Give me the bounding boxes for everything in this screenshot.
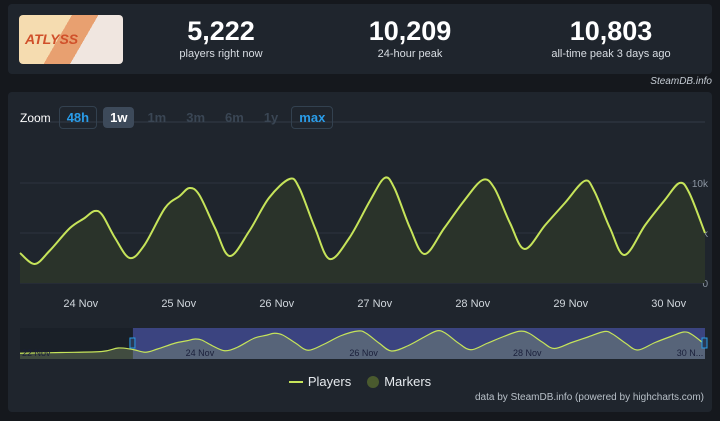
navigator-handle[interactable] [701, 337, 708, 349]
navigator-tick-label: 22 Nov [22, 348, 51, 358]
stat-value: 10,209 [368, 16, 452, 46]
navigator-tick-label: 28 Nov [513, 348, 542, 358]
circle-icon [367, 375, 380, 388]
x-tick-label: 30 Nov [651, 298, 686, 310]
stat-value: 10,803 [569, 16, 653, 46]
legend-label: Players [307, 374, 352, 389]
x-tick-label: 25 Nov [161, 298, 196, 310]
navigator-handle[interactable] [129, 337, 136, 349]
zoom-1y-button[interactable]: 1y [263, 110, 279, 125]
y-tick-label: 0 [702, 279, 708, 290]
source-link[interactable]: SteamDB.info [650, 76, 712, 87]
legend: Players Markers [8, 374, 712, 389]
x-tick-label: 29 Nov [553, 298, 588, 310]
x-tick-label: 27 Nov [357, 298, 392, 310]
credit-text[interactable]: data by SteamDB.info (powered by highcha… [475, 392, 704, 403]
x-tick-label: 24 Nov [63, 298, 98, 310]
navigator-selection [132, 328, 705, 359]
navigator-tick-label: 24 Nov [186, 348, 215, 358]
game-logo[interactable]: ATLYSS [19, 15, 123, 64]
navigator-area [20, 330, 705, 359]
stat-value: 5,222 [187, 16, 255, 46]
zoom-max-button[interactable]: max [291, 106, 334, 129]
x-tick-label: 28 Nov [455, 298, 490, 310]
zoom-controls: Zoom 48h 1w 1m 3m 6m 1y max [20, 106, 334, 129]
stat-current: 5,222 players right now [131, 16, 311, 60]
players-area [20, 177, 705, 283]
zoom-48h-button[interactable]: 48h [58, 106, 98, 129]
zoom-3m-button[interactable]: 3m [186, 110, 206, 125]
stat-alltime-peak: 10,803 all-time peak 3 days ago [521, 16, 701, 60]
zoom-6m-button[interactable]: 6m [225, 110, 244, 125]
stat-label: players right now [179, 48, 263, 60]
navigator-tick-label: 30 N... [677, 348, 704, 358]
stats-card: ATLYSS 5,222 players right now 10,209 24-h… [8, 4, 712, 74]
navigator-line [19, 330, 706, 354]
zoom-label: Zoom [20, 110, 51, 125]
zoom-1m-button[interactable]: 1m [147, 110, 167, 125]
navigator-tick-label: 26 Nov [349, 348, 378, 358]
stat-label: all-time peak 3 days ago [551, 48, 671, 60]
logo-text: ATLYSS [25, 31, 79, 47]
x-tick-label: 26 Nov [259, 298, 294, 310]
legend-markers[interactable]: Markers [367, 374, 431, 389]
stat-24h-peak: 10,209 24-hour peak [320, 16, 500, 60]
legend-players[interactable]: Players [288, 374, 352, 389]
stat-label: 24-hour peak [377, 48, 443, 60]
zoom-1w-button[interactable]: 1w [103, 107, 135, 128]
players-line [19, 176, 706, 265]
legend-label: Markers [384, 374, 432, 389]
line-icon [288, 380, 303, 383]
y-tick-label: 10k [692, 179, 709, 190]
